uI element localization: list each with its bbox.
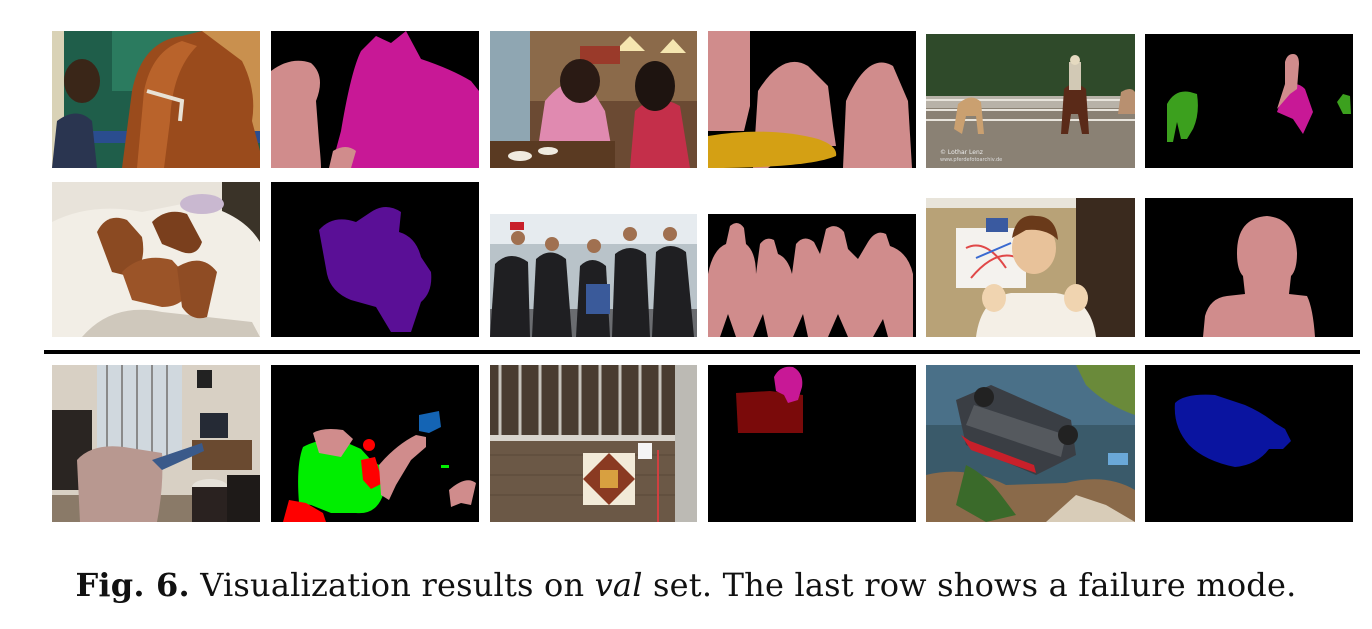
mask-dog [271, 182, 479, 337]
photo-cowboy-horses: © Lothar Lenz www.pferdefotoarchiv.de [926, 34, 1135, 168]
caption-italic-val: val [594, 566, 643, 604]
mask-person-horse [271, 31, 479, 168]
watermark-line2: www.pferdefotoarchiv.de [940, 157, 1002, 163]
section-divider [44, 350, 1360, 354]
mask-person-boy [1145, 198, 1353, 337]
photo-people-at-table [490, 31, 697, 168]
mask-living-room [271, 365, 479, 522]
photo-group-of-men [490, 214, 697, 337]
mask-horse-stall [708, 365, 916, 522]
mask-car [1145, 365, 1353, 522]
photo-overturned-car [926, 365, 1135, 522]
caption-text-after: set. The last row shows a failure mode. [642, 566, 1297, 604]
figure-caption: Fig. 6. Visualization results on val set… [0, 566, 1372, 604]
mask-persons-group [708, 214, 916, 337]
photo-boy-thumbs-up [926, 198, 1135, 337]
mask-persons-table [708, 31, 916, 168]
photo-woman-horse [52, 31, 260, 168]
watermark-line1: © Lothar Lenz [940, 149, 983, 156]
caption-text-before: Visualization results on [189, 566, 595, 604]
mask-cow-horse-rider [1145, 34, 1353, 168]
photo-dogs-on-bed [52, 182, 260, 337]
figure-label: Fig. 6. [75, 566, 190, 604]
photo-horse-stall [490, 365, 697, 522]
photo-living-room [52, 365, 260, 522]
